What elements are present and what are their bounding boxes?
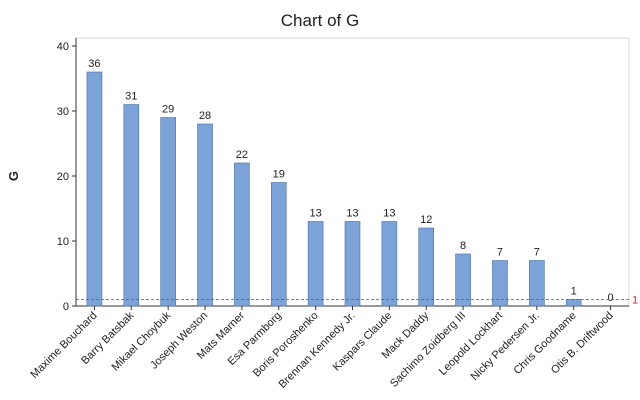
value-label: 7: [534, 247, 540, 259]
bar: [565, 299, 582, 307]
y-tick-label: 10: [57, 236, 69, 248]
bar: [455, 253, 471, 307]
y-tick-label: 0: [63, 301, 69, 313]
value-label: 13: [383, 208, 395, 220]
bar: [344, 221, 361, 307]
value-label: 29: [162, 104, 174, 116]
value-label: 0: [608, 292, 614, 304]
value-label: 31: [125, 91, 137, 103]
value-label: 19: [273, 169, 285, 181]
reference-label: 1: [632, 295, 638, 307]
value-label: 8: [460, 240, 466, 252]
bar: [197, 123, 213, 307]
y-tick-label: 40: [57, 41, 69, 53]
bar: [381, 221, 398, 307]
value-label: 1: [571, 286, 577, 298]
bar: [307, 221, 324, 307]
value-label: 22: [236, 149, 248, 161]
value-label: 12: [420, 214, 432, 226]
value-label: 36: [88, 58, 100, 70]
bar: [160, 117, 176, 307]
bar: [234, 162, 250, 307]
y-axis-label: G: [6, 171, 21, 181]
value-label: 7: [497, 247, 503, 259]
chart-title: Chart of G: [281, 11, 359, 30]
value-label: 13: [346, 208, 358, 220]
bar: [492, 260, 508, 307]
bar: [270, 182, 287, 307]
value-label: 13: [310, 208, 322, 220]
bar: [418, 227, 435, 307]
y-tick-label: 20: [57, 171, 69, 183]
value-label: 28: [199, 110, 211, 122]
bar: [86, 71, 103, 307]
y-tick-label: 30: [57, 106, 69, 118]
bar: [123, 104, 140, 307]
